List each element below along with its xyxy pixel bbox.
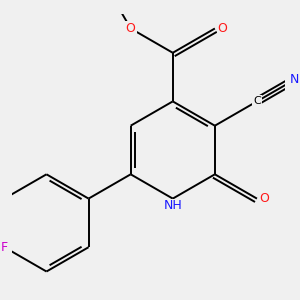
Text: O: O [217,22,227,35]
Text: NH: NH [164,200,182,212]
Text: O: O [260,192,269,205]
Text: F: F [1,241,8,254]
Text: O: O [126,22,136,35]
Text: N: N [290,73,299,86]
Text: C: C [253,96,261,106]
